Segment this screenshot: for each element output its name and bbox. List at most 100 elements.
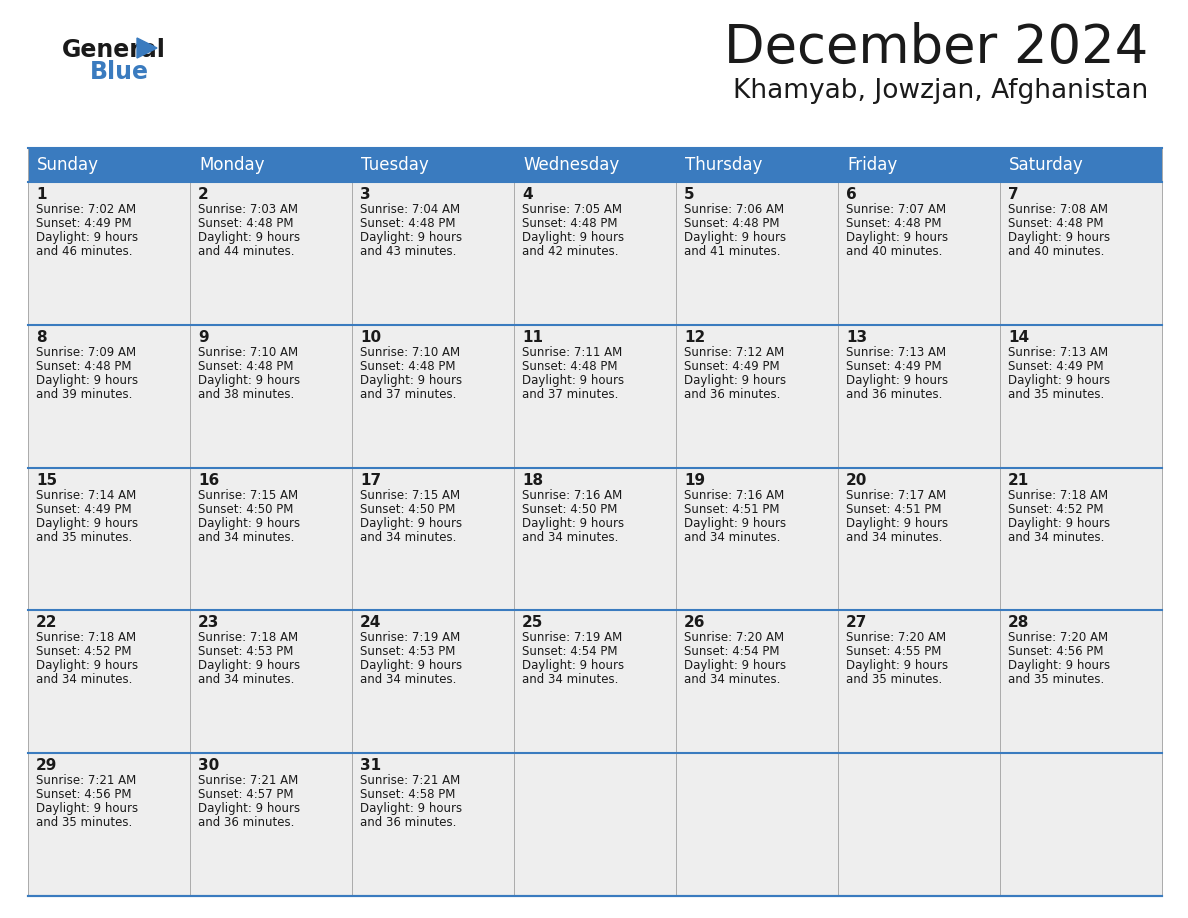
- Text: and 44 minutes.: and 44 minutes.: [198, 245, 295, 258]
- Text: Daylight: 9 hours: Daylight: 9 hours: [1007, 374, 1110, 386]
- Text: Sunrise: 7:07 AM: Sunrise: 7:07 AM: [846, 203, 946, 216]
- Text: Sunrise: 7:13 AM: Sunrise: 7:13 AM: [846, 346, 946, 359]
- Text: and 36 minutes.: and 36 minutes.: [846, 387, 942, 401]
- Bar: [29, 325, 190, 467]
- Text: Daylight: 9 hours: Daylight: 9 hours: [684, 659, 786, 672]
- Text: Sunset: 4:48 PM: Sunset: 4:48 PM: [36, 360, 132, 373]
- Text: Saturday: Saturday: [1009, 156, 1083, 174]
- Text: Sunset: 4:53 PM: Sunset: 4:53 PM: [360, 645, 455, 658]
- Text: Daylight: 9 hours: Daylight: 9 hours: [198, 659, 301, 672]
- Text: Sunrise: 7:18 AM: Sunrise: 7:18 AM: [198, 632, 298, 644]
- Bar: [190, 753, 352, 896]
- Text: Daylight: 9 hours: Daylight: 9 hours: [198, 374, 301, 386]
- Text: Sunset: 4:51 PM: Sunset: 4:51 PM: [846, 502, 942, 516]
- Text: Sunset: 4:50 PM: Sunset: 4:50 PM: [198, 502, 293, 516]
- Text: Sunset: 4:54 PM: Sunset: 4:54 PM: [522, 645, 618, 658]
- Text: Wednesday: Wednesday: [523, 156, 619, 174]
- Text: 10: 10: [360, 330, 381, 345]
- Text: and 37 minutes.: and 37 minutes.: [360, 387, 456, 401]
- Text: Sunset: 4:56 PM: Sunset: 4:56 PM: [36, 789, 132, 801]
- Text: Sunset: 4:48 PM: Sunset: 4:48 PM: [1007, 217, 1104, 230]
- Text: Sunset: 4:51 PM: Sunset: 4:51 PM: [684, 502, 779, 516]
- Text: and 34 minutes.: and 34 minutes.: [522, 531, 619, 543]
- Text: Daylight: 9 hours: Daylight: 9 hours: [36, 802, 138, 815]
- Text: Daylight: 9 hours: Daylight: 9 hours: [36, 659, 138, 672]
- Text: 6: 6: [846, 187, 857, 202]
- Text: and 36 minutes.: and 36 minutes.: [684, 387, 781, 401]
- Bar: [29, 610, 190, 753]
- Text: Sunset: 4:48 PM: Sunset: 4:48 PM: [198, 217, 293, 230]
- Text: Sunset: 4:49 PM: Sunset: 4:49 PM: [846, 360, 942, 373]
- Bar: [1000, 753, 1162, 896]
- Text: Sunrise: 7:18 AM: Sunrise: 7:18 AM: [36, 632, 137, 644]
- Text: Sunrise: 7:18 AM: Sunrise: 7:18 AM: [1007, 488, 1108, 501]
- Text: Daylight: 9 hours: Daylight: 9 hours: [846, 374, 948, 386]
- Bar: [352, 753, 514, 896]
- Text: Daylight: 9 hours: Daylight: 9 hours: [36, 231, 138, 244]
- Bar: [29, 753, 190, 896]
- Text: and 35 minutes.: and 35 minutes.: [36, 531, 132, 543]
- Text: 11: 11: [522, 330, 543, 345]
- Text: Sunrise: 7:19 AM: Sunrise: 7:19 AM: [522, 632, 623, 644]
- Text: and 34 minutes.: and 34 minutes.: [36, 674, 132, 687]
- Text: Daylight: 9 hours: Daylight: 9 hours: [684, 517, 786, 530]
- Text: Sunset: 4:48 PM: Sunset: 4:48 PM: [360, 217, 455, 230]
- Text: and 35 minutes.: and 35 minutes.: [36, 816, 132, 829]
- Bar: [676, 753, 838, 896]
- Text: and 34 minutes.: and 34 minutes.: [360, 674, 456, 687]
- Text: 18: 18: [522, 473, 543, 487]
- Text: 3: 3: [360, 187, 371, 202]
- Text: Sunset: 4:50 PM: Sunset: 4:50 PM: [360, 502, 455, 516]
- Text: Sunrise: 7:21 AM: Sunrise: 7:21 AM: [36, 774, 137, 788]
- Text: 15: 15: [36, 473, 57, 487]
- Text: Sunset: 4:48 PM: Sunset: 4:48 PM: [846, 217, 942, 230]
- Text: Sunday: Sunday: [37, 156, 99, 174]
- Text: Sunset: 4:48 PM: Sunset: 4:48 PM: [684, 217, 779, 230]
- Text: Sunrise: 7:09 AM: Sunrise: 7:09 AM: [36, 346, 137, 359]
- Bar: [190, 148, 352, 182]
- Text: Sunset: 4:57 PM: Sunset: 4:57 PM: [198, 789, 293, 801]
- Bar: [676, 148, 838, 182]
- Text: Sunrise: 7:13 AM: Sunrise: 7:13 AM: [1007, 346, 1108, 359]
- Text: Sunrise: 7:06 AM: Sunrise: 7:06 AM: [684, 203, 784, 216]
- Text: Sunrise: 7:20 AM: Sunrise: 7:20 AM: [846, 632, 946, 644]
- Text: Sunset: 4:48 PM: Sunset: 4:48 PM: [522, 217, 618, 230]
- Bar: [676, 610, 838, 753]
- Text: Tuesday: Tuesday: [361, 156, 429, 174]
- Bar: [29, 148, 190, 182]
- Text: Sunset: 4:52 PM: Sunset: 4:52 PM: [1007, 502, 1104, 516]
- Bar: [352, 467, 514, 610]
- Text: Sunset: 4:55 PM: Sunset: 4:55 PM: [846, 645, 941, 658]
- Text: Sunset: 4:56 PM: Sunset: 4:56 PM: [1007, 645, 1104, 658]
- Text: Daylight: 9 hours: Daylight: 9 hours: [522, 231, 624, 244]
- Text: and 40 minutes.: and 40 minutes.: [1007, 245, 1105, 258]
- Text: Sunrise: 7:15 AM: Sunrise: 7:15 AM: [360, 488, 460, 501]
- Bar: [676, 325, 838, 467]
- Text: 1: 1: [36, 187, 46, 202]
- Text: and 35 minutes.: and 35 minutes.: [846, 674, 942, 687]
- Text: Daylight: 9 hours: Daylight: 9 hours: [1007, 231, 1110, 244]
- Text: General: General: [62, 38, 166, 62]
- Text: and 36 minutes.: and 36 minutes.: [198, 816, 295, 829]
- Bar: [190, 610, 352, 753]
- Text: Sunset: 4:48 PM: Sunset: 4:48 PM: [360, 360, 455, 373]
- Text: Daylight: 9 hours: Daylight: 9 hours: [846, 231, 948, 244]
- Text: Sunrise: 7:05 AM: Sunrise: 7:05 AM: [522, 203, 623, 216]
- Text: Daylight: 9 hours: Daylight: 9 hours: [522, 374, 624, 386]
- Text: Friday: Friday: [847, 156, 897, 174]
- Text: Sunset: 4:54 PM: Sunset: 4:54 PM: [684, 645, 779, 658]
- Bar: [190, 467, 352, 610]
- Text: 4: 4: [522, 187, 532, 202]
- Text: 8: 8: [36, 330, 46, 345]
- Text: Daylight: 9 hours: Daylight: 9 hours: [360, 517, 462, 530]
- Text: Sunset: 4:48 PM: Sunset: 4:48 PM: [198, 360, 293, 373]
- Bar: [29, 467, 190, 610]
- Text: and 46 minutes.: and 46 minutes.: [36, 245, 133, 258]
- Text: and 40 minutes.: and 40 minutes.: [846, 245, 942, 258]
- Text: 14: 14: [1007, 330, 1029, 345]
- Bar: [514, 753, 676, 896]
- Bar: [1000, 467, 1162, 610]
- Text: and 34 minutes.: and 34 minutes.: [522, 674, 619, 687]
- Text: Sunrise: 7:16 AM: Sunrise: 7:16 AM: [522, 488, 623, 501]
- Text: 16: 16: [198, 473, 220, 487]
